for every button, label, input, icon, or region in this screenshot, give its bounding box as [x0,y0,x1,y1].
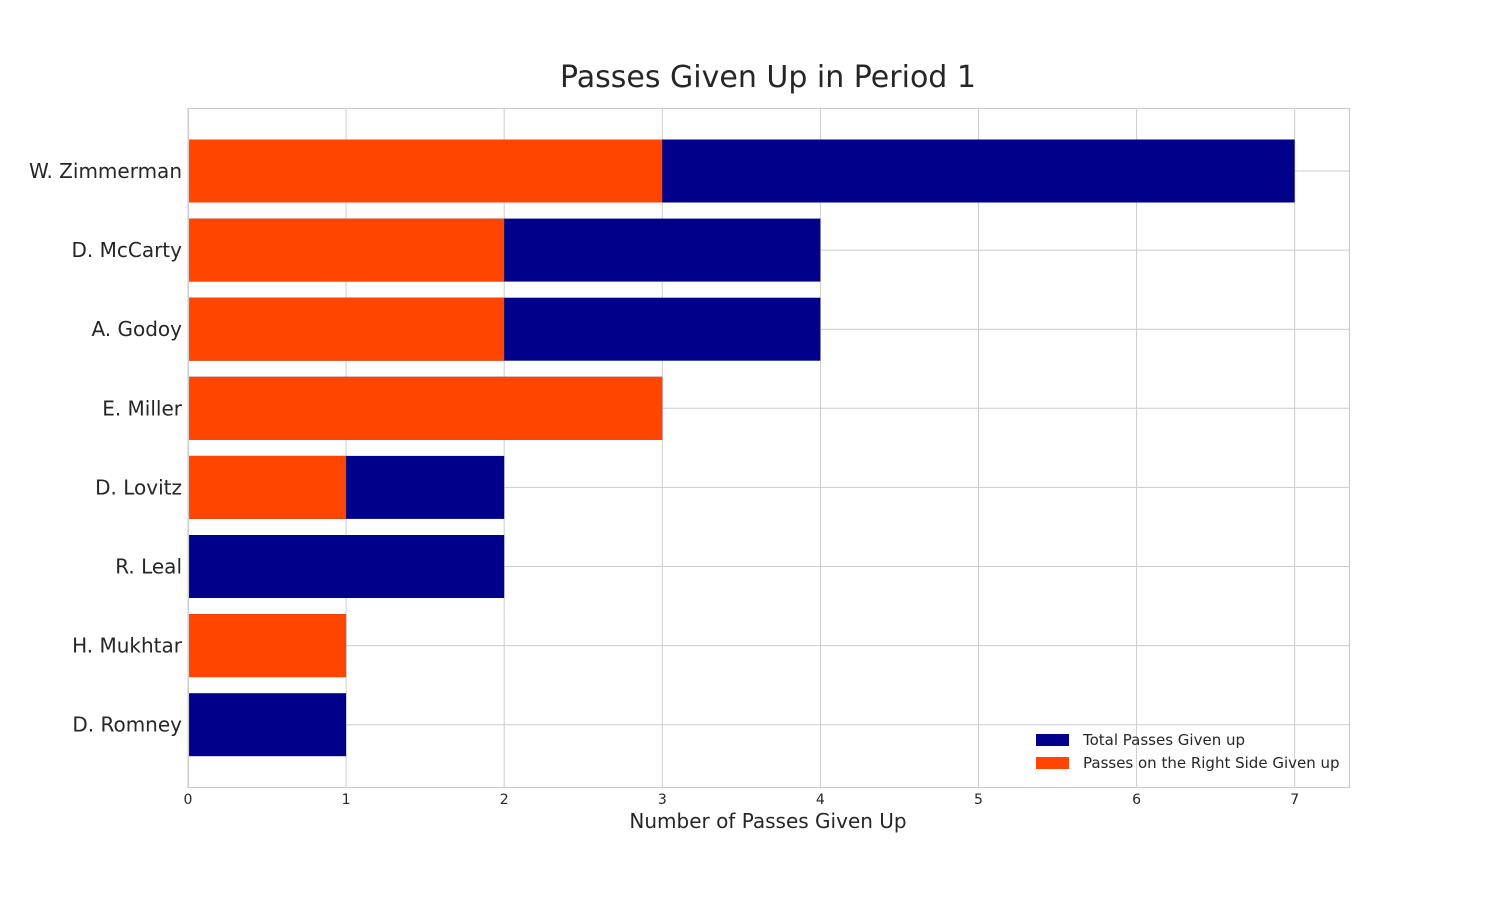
y-tick-label: D. Romney [72,713,182,737]
x-axis-label: Number of Passes Given Up [629,809,906,833]
legend: Total Passes Given up Passes on the Right… [1036,731,1340,772]
grid-lines [187,108,1350,788]
y-tick-label: D. McCarty [72,238,183,262]
bar-series-1 [188,376,663,440]
x-tick-label: 2 [500,792,509,808]
x-tick-labels: 0 1 2 3 4 5 6 7 [184,792,1300,808]
x-tick-label: 0 [184,792,193,808]
legend-label: Passes on the Right Side Given up [1083,754,1340,772]
bar-series-1 [188,297,505,361]
bar-series-1 [188,139,663,203]
legend-swatch [1036,757,1069,769]
legend-swatch [1036,734,1069,746]
x-tick-label: 5 [974,792,983,808]
y-tick-label: H. Mukhtar [72,634,183,658]
x-tick-label: 6 [1132,792,1141,808]
x-tick-label: 4 [816,792,825,808]
y-tick-labels: W. Zimmerman D. McCarty A. Godoy E. Miller D… [29,159,183,737]
y-tick-label: E. Miller [102,396,183,420]
bar-series-0 [188,693,347,757]
plot-frame [187,107,1351,789]
x-tick-label: 7 [1290,792,1299,808]
x-tick-label: 3 [658,792,667,808]
chart-title: Passes Given Up in Period 1 [560,60,976,95]
y-tick-label: R. Leal [115,555,182,579]
bar-series-1 [188,455,347,519]
x-tick-label: 1 [342,792,351,808]
bar-series-1 [188,614,347,678]
legend-label: Total Passes Given up [1082,731,1245,749]
bar-series-0 [188,535,505,598]
y-tick-label: W. Zimmerman [29,159,182,183]
bars [188,139,1295,757]
bar-series-1 [188,218,505,282]
y-tick-label: A. Godoy [91,317,182,341]
y-tick-label: D. Lovitz [95,475,182,499]
